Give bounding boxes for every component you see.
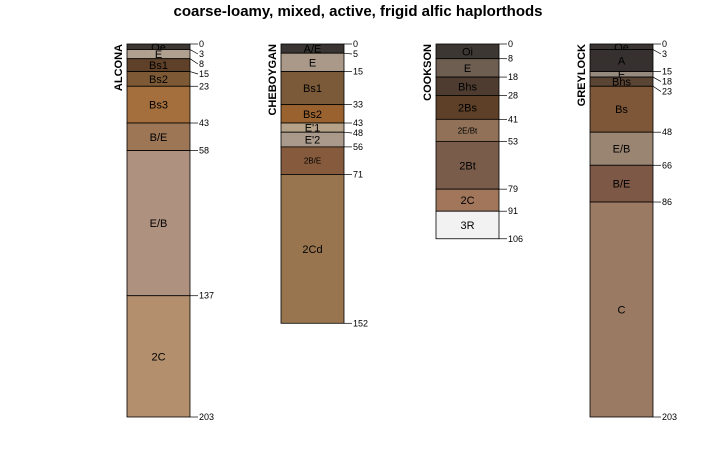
depth-label-cookson-2: 18 <box>508 72 518 82</box>
horizon-cheboygan-7-rect <box>280 174 345 324</box>
horizon-cheboygan-0-label: A/E <box>304 44 322 56</box>
depth-label-greylock-1: 3 <box>662 49 667 59</box>
horizon-greylock-2-label: E <box>618 69 625 81</box>
depth-label-alcona-0: 0 <box>199 39 204 49</box>
depth-label-cookson-8: 106 <box>508 234 523 244</box>
depth-tick-alcona-2 <box>189 58 199 65</box>
depth-label-cookson-3: 28 <box>508 90 518 100</box>
depth-label-cookson-5: 53 <box>508 136 518 146</box>
depth-tick-greylock-1 <box>652 49 662 55</box>
horizon-cookson-3-label: 2Bs <box>458 102 477 114</box>
depth-label-alcona-2: 8 <box>199 59 204 69</box>
horizon-greylock-7-rect <box>589 201 654 418</box>
horizon-cookson-2-label: Bhs <box>458 81 477 93</box>
depth-label-cheboygan-8: 152 <box>353 318 368 328</box>
horizon-cheboygan-6-label: 2B/E <box>304 157 321 166</box>
horizon-greylock-4-rect <box>589 85 654 133</box>
horizon-alcona-5-label: B/E <box>150 132 168 144</box>
profile-name-cookson: COOKSON <box>422 44 434 101</box>
depth-tick-cheboygan-1 <box>343 52 353 55</box>
horizon-cheboygan-4-label: E'1 <box>305 123 321 135</box>
depth-label-greylock-3: 18 <box>662 77 672 87</box>
depth-label-cheboygan-2: 15 <box>353 67 363 77</box>
profile-name-cheboygan: CHEBOYGAN <box>267 44 279 116</box>
depth-label-cookson-4: 41 <box>508 114 518 124</box>
depth-label-greylock-0: 0 <box>662 39 667 49</box>
horizon-greylock-3-label: Bhs <box>612 77 631 89</box>
depth-tick-greylock-3 <box>652 76 662 82</box>
depth-label-greylock-2: 15 <box>662 67 672 77</box>
horizon-greylock-4-label: Bs <box>615 104 628 116</box>
depth-label-cheboygan-3: 33 <box>353 100 363 110</box>
horizon-greylock-1-label: A <box>618 56 626 68</box>
horizon-greylock-7-label: C <box>618 305 626 317</box>
horizon-cheboygan-5-label: E'2 <box>305 135 321 147</box>
depth-label-cheboygan-4: 43 <box>353 118 363 128</box>
depth-label-alcona-4: 23 <box>199 81 209 91</box>
depth-tick-greylock-4 <box>652 85 662 92</box>
horizon-greylock-6-label: B/E <box>613 179 631 191</box>
horizon-cheboygan-3-label: Bs2 <box>303 109 322 121</box>
depth-label-cookson-7: 91 <box>508 206 518 216</box>
profiles-group: ALCONA OeEBs1Bs2Bs3B/EE/B2C03815234358137… <box>113 39 677 422</box>
depth-label-greylock-6: 66 <box>662 160 672 170</box>
depth-label-alcona-3: 15 <box>199 69 209 79</box>
horizon-greylock-5-label: E/B <box>613 144 631 156</box>
depth-label-cheboygan-1: 5 <box>353 49 358 59</box>
depth-label-cheboygan-5: 48 <box>353 128 363 138</box>
horizon-greylock-5-rect <box>589 131 654 166</box>
depth-label-cookson-6: 79 <box>508 184 518 194</box>
depth-label-cookson-1: 8 <box>508 54 513 64</box>
depth-label-greylock-4: 23 <box>662 87 672 97</box>
horizon-greylock-6-rect <box>589 164 654 203</box>
horizon-cookson-7-label: 3R <box>460 220 474 232</box>
chart-title: coarse-loamy, mixed, active, frigid alfi… <box>174 3 543 20</box>
depth-label-alcona-1: 3 <box>199 49 204 59</box>
horizon-alcona-4-label: Bs3 <box>149 100 168 112</box>
horizon-cheboygan-6-rect <box>280 146 345 175</box>
horizon-cookson-5-label: 2Bt <box>459 160 476 172</box>
depth-label-cheboygan-7: 71 <box>353 169 363 179</box>
profile-name-alcona: ALCONA <box>113 44 125 91</box>
horizon-cookson-7-rect <box>435 210 500 240</box>
profile-name-greylock: GREYLOCK <box>576 44 588 106</box>
horizon-cheboygan-7-label: 2Cd <box>302 244 322 256</box>
horizon-cookson-1-label: E <box>464 63 471 75</box>
horizon-cookson-0-label: Oi <box>462 46 473 58</box>
horizon-alcona-1-label: E <box>155 49 162 61</box>
horizon-cheboygan-2-label: Bs1 <box>303 83 322 95</box>
horizon-cookson-4-label: 2E/Bt <box>458 126 478 135</box>
horizon-alcona-6-rect <box>126 150 191 297</box>
horizon-cookson-6-label: 2C <box>460 195 474 207</box>
horizon-cheboygan-1-label: E <box>309 57 316 69</box>
depth-label-cookson-0: 0 <box>508 39 513 49</box>
profile-cookson: COOKSON Oi E Bhs 2Bs 2E/Bt 2Bt 2C 3R 0 8 18 28 41 53 79… <box>422 39 523 244</box>
depth-label-alcona-8: 203 <box>199 412 214 422</box>
horizon-cookson-5-rect <box>435 140 500 190</box>
horizon-alcona-2-label: Bs1 <box>149 60 168 72</box>
depth-label-cheboygan-6: 56 <box>353 142 363 152</box>
depth-label-greylock-5: 48 <box>662 127 672 137</box>
depth-label-greylock-7: 86 <box>662 197 672 207</box>
depth-tick-alcona-1 <box>189 49 199 55</box>
depth-label-cheboygan-0: 0 <box>353 39 358 49</box>
horizon-alcona-7-label: 2C <box>151 351 165 363</box>
depth-tick-cheboygan-5 <box>343 131 353 134</box>
horizon-alcona-5-rect <box>126 122 191 151</box>
profile-cheboygan: CHEBOYGAN A/EE Bs1 Bs2 E'1E'2 2B/E 2Cd 05 15 33 43… <box>267 39 368 328</box>
profile-greylock: GREYLOCK OeAEBhsBsE/BB/EC0315182348668620… <box>576 39 677 422</box>
horizon-alcona-4-rect <box>126 85 191 124</box>
depth-label-alcona-6: 58 <box>199 146 209 156</box>
depth-label-alcona-5: 43 <box>199 118 209 128</box>
horizon-alcona-3-label: Bs2 <box>149 74 168 86</box>
depth-label-greylock-8: 203 <box>662 412 677 422</box>
profile-alcona: ALCONA OeEBs1Bs2Bs3B/EE/B2C03815234358137… <box>113 39 214 422</box>
horizon-alcona-7-rect <box>126 295 191 418</box>
depth-tick-alcona-3 <box>189 71 199 75</box>
horizon-alcona-6-label: E/B <box>150 218 168 230</box>
depth-label-alcona-7: 137 <box>199 291 214 301</box>
